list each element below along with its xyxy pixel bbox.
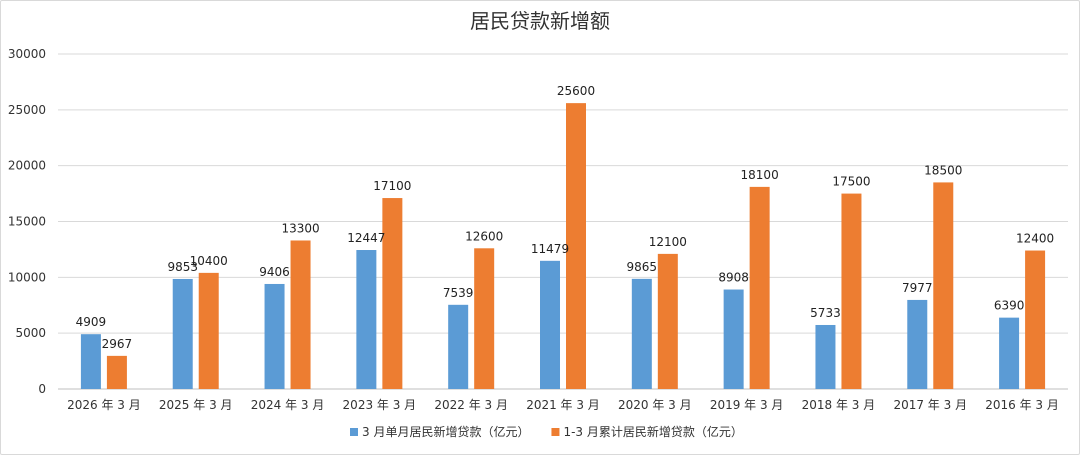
grid-lines: [58, 53, 1068, 390]
y-tick-label: 0: [38, 382, 46, 396]
data-label: 11479: [531, 242, 569, 256]
data-label: 12400: [1016, 232, 1054, 246]
y-tick-label: 10000: [8, 270, 46, 284]
bar-cumulative: [382, 198, 403, 389]
legend-swatch: [551, 428, 560, 436]
bar-monthly: [907, 299, 928, 389]
bar-monthly: [448, 304, 469, 389]
y-tick-label: 15000: [8, 215, 46, 229]
bar-cumulative: [749, 186, 770, 389]
data-label: 4909: [76, 315, 107, 329]
data-label: 7539: [443, 286, 474, 300]
bar-cumulative: [1025, 250, 1046, 389]
x-tick-label: 2023 年 3 月: [343, 398, 417, 412]
data-label: 17500: [832, 175, 870, 189]
data-label: 9853: [167, 260, 198, 274]
bar-cumulative: [841, 193, 862, 389]
bar-cumulative: [657, 253, 678, 389]
data-label: 9865: [627, 260, 658, 274]
x-tick-label: 2022 年 3 月: [434, 398, 508, 412]
x-tick-label: 2017 年 3 月: [893, 398, 967, 412]
y-tick-label: 30000: [8, 47, 46, 61]
data-label: 12600: [465, 229, 503, 243]
x-tick-label: 2021 年 3 月: [526, 398, 600, 412]
x-tick-label: 2020 年 3 月: [618, 398, 692, 412]
x-tick-label: 2025 年 3 月: [159, 398, 233, 412]
bar-monthly: [80, 334, 101, 389]
bar-cumulative: [474, 248, 495, 389]
data-label: 9406: [259, 265, 290, 279]
data-label: 12100: [649, 235, 687, 249]
bar-monthly: [723, 289, 744, 389]
y-tick-label: 25000: [8, 103, 46, 117]
legend-label: 3 月单月居民新增贷款（亿元）: [362, 424, 529, 439]
bar-monthly: [172, 278, 193, 389]
data-label: 5733: [810, 306, 841, 320]
data-label: 12447: [347, 231, 385, 245]
data-label: 2967: [102, 337, 133, 351]
data-label: 17100: [373, 179, 411, 193]
y-tick-label: 20000: [8, 159, 46, 173]
x-tick-label: 2018 年 3 月: [802, 398, 876, 412]
x-tick-label: 2024 年 3 月: [251, 398, 325, 412]
chart-title: 居民贷款新增额: [470, 9, 610, 33]
bar-monthly: [631, 278, 652, 389]
data-label: 10400: [190, 254, 228, 268]
data-label: 8908: [718, 271, 749, 285]
bar-monthly: [264, 283, 285, 389]
y-axis: 0 5000 10000 15000 20000 25000 30000: [8, 47, 46, 396]
bar-cumulative: [106, 355, 127, 389]
x-tick-label: 2019 年 3 月: [710, 398, 784, 412]
bar-monthly: [540, 260, 560, 389]
bar-cumulative: [198, 272, 219, 389]
data-label: 18500: [924, 163, 962, 177]
data-label: 25600: [557, 84, 595, 98]
bar-monthly: [356, 250, 377, 389]
data-label: 13300: [281, 221, 319, 235]
y-tick-label: 5000: [15, 326, 46, 340]
x-axis: 2026 年 3 月 2025 年 3 月 2024 年 3 月 2023 年 3 月…: [67, 398, 1059, 412]
legend-swatch: [350, 428, 358, 436]
bar-cumulative: [290, 240, 311, 389]
legend: 3 月单月居民新增贷款（亿元） 1-3 月累计居民新增贷款（亿元）: [350, 424, 743, 439]
bars: [80, 103, 1046, 389]
x-tick-label: 2016 年 3 月: [985, 398, 1059, 412]
x-tick-label: 2026 年 3 月: [67, 398, 141, 412]
bar-cumulative: [566, 103, 586, 389]
bar-monthly: [999, 317, 1020, 389]
data-label: 6390: [994, 299, 1025, 313]
data-label: 7977: [902, 281, 933, 295]
data-label: 18100: [741, 168, 779, 182]
legend-label: 1-3 月累计居民新增贷款（亿元）: [563, 424, 742, 439]
bar-cumulative: [933, 182, 954, 389]
bar-monthly: [815, 324, 836, 389]
